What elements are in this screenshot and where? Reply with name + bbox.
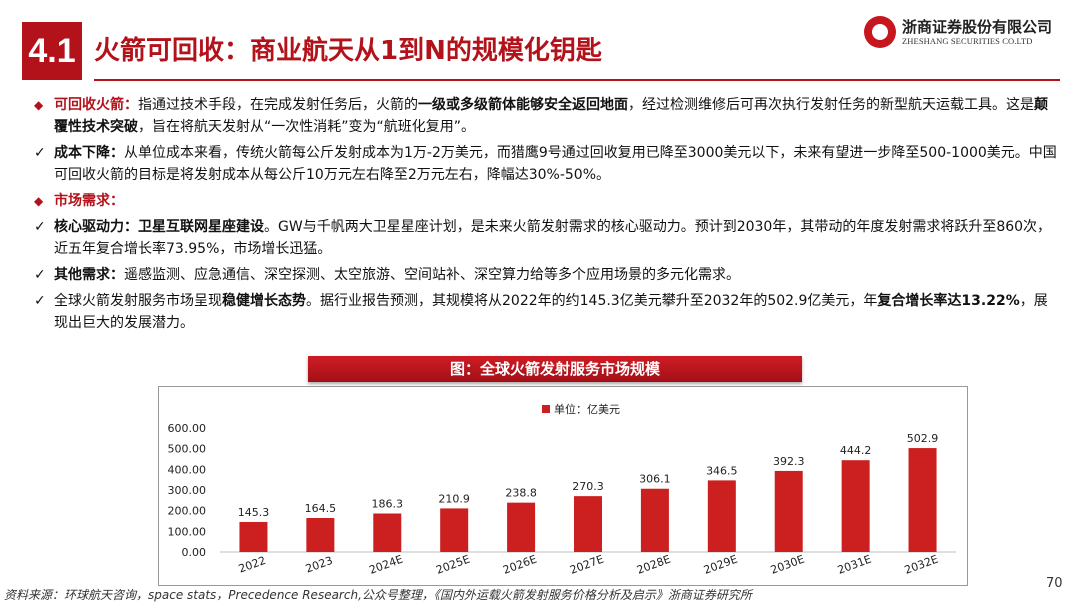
y-tick-label: 400.00 [168, 463, 207, 476]
bullet-text: ，经过检测维修后可再次执行发射任务的新型航天运载工具。这是 [628, 97, 1034, 113]
y-tick-label: 0.00 [182, 546, 207, 559]
bullet-label: 可回收火箭： [54, 97, 138, 113]
market-size-chart: 单位：亿美元 0.00 100.00 200.00 300.00 400.00 500.00… [168, 402, 956, 577]
x-tick-label: 2023 [304, 554, 335, 576]
x-tick-label: 2028E [635, 553, 672, 577]
check-icon: ✓ [34, 267, 46, 283]
diamond-icon: ◆ [34, 194, 44, 208]
data-label: 306.1 [639, 473, 671, 486]
x-tick-label: 2024E [367, 553, 404, 577]
data-label: 502.9 [907, 432, 939, 445]
bullet-market-growth: ✓ 全球火箭发射服务市场呈现稳健增长态势。据行业报告预测，其规模将从2022年的约… [30, 290, 1060, 334]
x-tick-label: 2030E [769, 553, 806, 577]
company-logo: 浙商证券股份有限公司 ZHESHANG SECURITIES CO.LTD [864, 14, 1064, 54]
bullet-core-driver: ✓ 核心驱动力：卫星互联网星座建设。GW与千帆两大卫星星座计划，是未来火箭发射需求… [30, 216, 1060, 260]
bullet-label: 核心驱动力： [54, 219, 138, 235]
data-label: 346.5 [706, 464, 738, 477]
x-tick-label: 2026E [501, 553, 538, 577]
bullet-text: ，旨在将航天发射从“一次性消耗”变为“航班化复用”。 [138, 119, 476, 135]
data-label: 145.3 [238, 506, 269, 519]
logo-name-en: ZHESHANG SECURITIES CO.LTD [902, 36, 1033, 46]
bullet-label: 其他需求： [54, 267, 124, 283]
y-tick-label: 100.00 [168, 525, 207, 538]
y-tick-label: 500.00 [168, 443, 207, 456]
bullet-text: 。GW与千帆两大卫星星座计划，是未来火箭发射需求的核心驱动力。预计到2030年，… [54, 219, 1052, 257]
legend-swatch [542, 405, 550, 413]
bullet-emphasis: 一级或多级箭体能够安全返回地面 [418, 97, 628, 113]
bar [440, 508, 469, 552]
x-tick-label: 2022 [237, 554, 268, 576]
bullet-label: 成本下降： [54, 145, 124, 161]
data-label: 210.9 [438, 492, 470, 505]
bar [640, 488, 669, 552]
chart-frame [158, 386, 968, 586]
bullet-label: 市场需求： [54, 193, 124, 209]
x-tick-label: 2032E [903, 553, 940, 577]
bullet-emphasis: 颠覆性技术突破 [54, 97, 1048, 135]
x-tick-label: 2025E [434, 553, 471, 577]
bullet-cost-reduction: ✓ 成本下降：从单位成本来看，传统火箭每公斤发射成本为1万-2万美元，而猎鹰9号通… [30, 142, 1060, 186]
x-tick-label: 2031E [836, 553, 873, 577]
data-label: 270.3 [572, 480, 604, 493]
bullet-text: 。据行业报告预测，其规模将从2022年的约145.3亿美元攀升至2032年的50… [306, 293, 878, 309]
bullet-text: 遥感监测、应急通信、深空探测、太空旅游、空间站补、深空算力给等多个应用场景的多元… [124, 267, 740, 283]
page-number: 70 [1046, 576, 1063, 591]
data-label: 392.3 [773, 455, 805, 468]
bar [373, 513, 402, 552]
bar [707, 480, 736, 552]
y-tick-label: 200.00 [168, 505, 207, 518]
y-tick-label: 300.00 [168, 484, 207, 497]
bullet-emphasis: 稳健增长态势 [222, 293, 306, 309]
x-tick-label: 2027E [568, 553, 605, 577]
bar [507, 502, 536, 552]
bar [306, 518, 335, 552]
data-label: 238.8 [505, 487, 537, 500]
section-number: 4.1 [22, 22, 82, 80]
y-tick-label: 600.00 [168, 422, 207, 435]
bar [908, 448, 937, 552]
diamond-icon: ◆ [34, 98, 44, 112]
bullet-emphasis: 卫星互联网星座建设 [138, 219, 264, 235]
bullet-emphasis: 复合增长率达13.22% [877, 293, 1020, 309]
bullet-other-demand: ✓ 其他需求：遥感监测、应急通信、深空探测、太空旅游、空间站补、深空算力给等多个应… [30, 264, 1060, 286]
bar [774, 470, 803, 552]
legend-label: 单位：亿美元 [554, 402, 620, 416]
logo-name-cn: 浙商证券股份有限公司 [902, 18, 1053, 36]
data-label: 164.5 [305, 502, 337, 515]
bullet-list: ◆ 可回收火箭：指通过技术手段，在完成发射任务后，火箭的一级或多级箭体能够安全返回… [30, 94, 1060, 338]
chart-caption: 图：全球火箭发射服务市场规模 [308, 356, 802, 382]
bullet-reusable-rocket: ◆ 可回收火箭：指通过技术手段，在完成发射任务后，火箭的一级或多级箭体能够安全返回… [30, 94, 1060, 138]
check-icon: ✓ [34, 145, 46, 161]
bar [574, 496, 602, 552]
title-divider [94, 79, 1060, 81]
bullet-text: 指通过技术手段，在完成发射任务后，火箭的 [138, 97, 418, 113]
bullet-market-demand: ◆ 市场需求： [30, 190, 1060, 212]
bullet-text: ，展现出巨大的发展潜力。 [54, 293, 1048, 331]
data-label: 186.3 [372, 497, 404, 510]
page-title: 火箭可回收：商业航天从1到N的规模化钥匙 [94, 36, 602, 66]
bar [841, 460, 870, 552]
logo-mark-icon [864, 16, 896, 48]
bullet-text: 从单位成本来看，传统火箭每公斤发射成本为1万-2万美元，而猎鹰9号通过回收复用已… [54, 145, 1057, 183]
check-icon: ✓ [34, 219, 46, 235]
bullet-text: 全球火箭发射服务市场呈现 [54, 293, 222, 309]
source-note: 资料来源：环球航天咨询，space stats，Precedence Resea… [4, 588, 752, 602]
data-label: 444.2 [840, 444, 872, 457]
x-tick-label: 2029E [702, 553, 739, 577]
bar [239, 521, 268, 552]
check-icon: ✓ [34, 293, 46, 309]
